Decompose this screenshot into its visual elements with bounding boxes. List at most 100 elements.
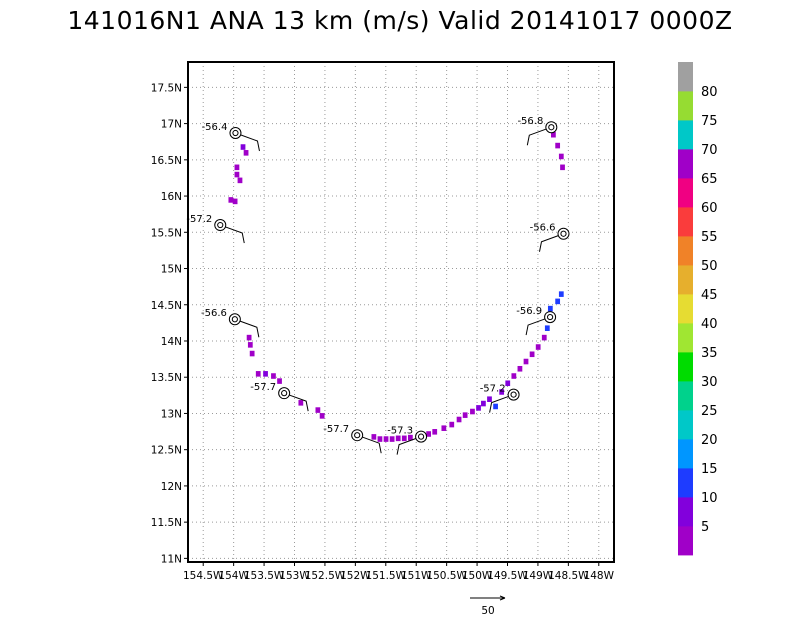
x-tick-label: 148.5W [548, 570, 589, 582]
colorbar-segment [678, 381, 693, 411]
colorbar-label: 40 [701, 317, 718, 332]
swath-cell [555, 298, 561, 305]
obs-marker-ring [351, 429, 364, 442]
x-tick-label: 151W [401, 570, 432, 582]
wind-barb [283, 392, 309, 412]
y-tick-label: 13N [161, 408, 182, 420]
colorbar-label: 35 [701, 346, 718, 361]
swath-cell [389, 436, 395, 442]
obs-marker-ring [278, 387, 291, 400]
colorbar-segment [678, 439, 693, 469]
colorbar-label: 10 [701, 491, 718, 506]
colorbar-label: 80 [701, 85, 718, 100]
obs-marker-ring [507, 388, 520, 401]
x-tick-label: 150.5W [426, 570, 467, 582]
y-tick-label: 17N [161, 119, 182, 131]
swath-cell [243, 150, 249, 156]
wind-barb [489, 394, 514, 413]
x-axis-ticks: 154.5W154W153.5W153W152.5W152W151.5W151W… [183, 562, 615, 582]
colorbar-label: 60 [701, 201, 718, 216]
swath-cell [232, 198, 238, 205]
wind-swath-cells [228, 131, 565, 442]
swath-cell [481, 400, 486, 407]
colorbar-segment [678, 120, 693, 150]
colorbar-segment [678, 323, 693, 353]
colorbar-segment [678, 265, 693, 295]
swath-cell [551, 131, 556, 138]
obs-value-label: -56.8 [517, 116, 543, 127]
reference-wind-arrow: 50 [470, 595, 506, 617]
obs-marker-ring [545, 121, 558, 134]
swath-cell [523, 358, 529, 365]
obs-marker-core [217, 221, 224, 229]
x-tick-label: 149.5W [487, 570, 528, 582]
wind-barb [526, 126, 552, 146]
grid-lines [188, 62, 614, 562]
obs-value-label: -57.2 [186, 214, 212, 225]
swath-cell [255, 371, 261, 377]
obs-value-label: -56.9 [516, 306, 542, 317]
colorbar-segment [678, 526, 693, 556]
obs-value-label: -57.7 [250, 382, 276, 393]
obs-value-label: -57.3 [387, 426, 413, 437]
colorbar-label: 50 [701, 259, 718, 274]
wind-barb [538, 233, 564, 252]
swath-cell [449, 421, 455, 428]
swath-cell [315, 407, 321, 413]
obs-marker-ring [229, 127, 242, 140]
swath-cell [470, 408, 475, 415]
swath-cell [432, 429, 438, 435]
obs-marker-ring [214, 219, 227, 232]
wind-barb [525, 316, 551, 336]
y-tick-label: 13.5N [151, 372, 182, 384]
x-tick-label: 153.5W [244, 570, 285, 582]
colorbar-segment [678, 497, 693, 527]
x-tick-label: 152.5W [305, 570, 346, 582]
obs-marker-core [232, 129, 239, 137]
colorbar-label: 5 [701, 520, 709, 535]
swath-cell [277, 378, 282, 384]
obs-marker-ring [228, 313, 241, 326]
x-tick-label: 148W [584, 570, 615, 582]
wind-barb [235, 132, 260, 152]
y-tick-label: 15.5N [151, 227, 182, 239]
swath-cell [319, 413, 325, 419]
obs-marker-core [548, 124, 555, 131]
swath-cell [401, 435, 407, 442]
wind-barb [234, 318, 260, 338]
y-tick-label: 11.5N [151, 517, 182, 529]
x-tick-label: 149W [523, 570, 554, 582]
colorbar-label: 65 [701, 172, 718, 187]
swath-cell [228, 197, 234, 203]
swath-cell [517, 365, 523, 372]
observation-markers: -56.4 -57.2 -56.6 -57.7 -57.7 -57.3 -57.2 -56.9… [186, 116, 570, 455]
colorbar-segment [678, 410, 693, 440]
swath-cell [462, 412, 468, 418]
swath-cell [505, 380, 511, 387]
obs-value-label: -56.6 [530, 223, 556, 234]
swath-cell [247, 342, 253, 348]
chart-title: 141016N1 ANA 13 km (m/s) Valid 20141017 … [67, 6, 733, 35]
colorbar-segment [678, 178, 693, 208]
swath-cell [476, 405, 481, 411]
swath-cell [237, 177, 243, 184]
swath-cell [234, 164, 240, 171]
swath-cell [249, 350, 255, 357]
swath-cell [499, 389, 505, 395]
colorbar-label: 70 [701, 143, 718, 158]
swath-cell [493, 403, 498, 410]
obs-marker-ring [557, 227, 570, 240]
obs-marker-core [547, 313, 554, 321]
swath-cell [234, 171, 240, 178]
x-tick-label: 153W [279, 570, 310, 582]
swath-cell [246, 334, 252, 341]
y-tick-label: 15N [161, 264, 182, 276]
colorbar-segment [678, 149, 693, 179]
swath-cell [547, 305, 553, 312]
y-tick-label: 12N [161, 481, 182, 493]
swath-cell [407, 434, 413, 441]
y-tick-label: 17.5N [151, 82, 182, 94]
colorbar-label: 75 [701, 114, 718, 129]
swath-cell [544, 325, 550, 331]
